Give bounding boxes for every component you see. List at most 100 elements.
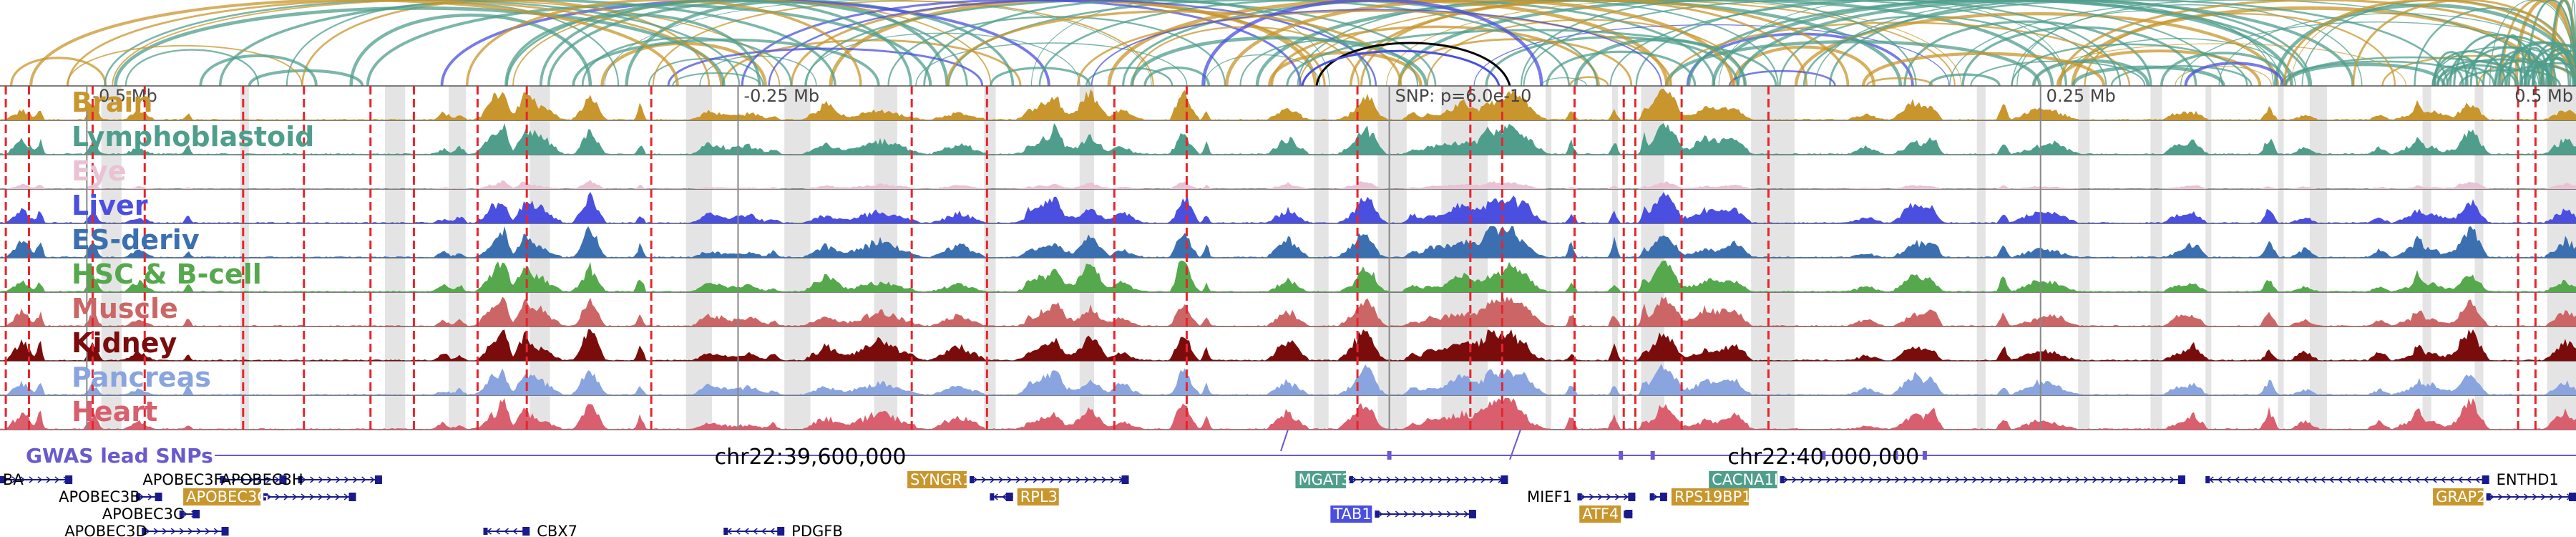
loop-arc: [66, 44, 303, 87]
strand-arrow: [1352, 476, 1357, 483]
axis-tick-label: -0.25 Mb: [743, 86, 819, 106]
strand-arrow: [2432, 476, 2437, 483]
loop-arc-highlight: [1301, 49, 1501, 87]
loop-arc: [2175, 66, 2272, 87]
exon: [1375, 511, 1380, 518]
loop-arc: [2031, 59, 2150, 87]
track-signal-es-deriv: [0, 226, 2576, 258]
strand-arrow: [1429, 511, 1435, 518]
exon: [483, 528, 488, 535]
strand-arrow: [1093, 476, 1098, 483]
gene-apobec3c: APOBEC3C: [102, 505, 200, 523]
strand-arrow: [2075, 476, 2080, 483]
strand-arrow: [3, 476, 9, 483]
strand-arrow: [29, 476, 34, 483]
strand-arrow: [147, 493, 153, 500]
strand-arrow: [1463, 476, 1469, 483]
strand-arrow: [335, 493, 341, 500]
loop-arc: [2434, 51, 2469, 87]
exon: [155, 493, 162, 501]
exon: [1577, 493, 1582, 500]
strand-arrow: [2067, 476, 2072, 483]
exon: [1501, 475, 1508, 484]
strand-arrow: [744, 528, 749, 535]
loop-arc: [2501, 64, 2576, 87]
strand-arrow: [182, 511, 187, 518]
strand-arrow: [1589, 493, 1594, 500]
strand-arrow: [205, 528, 210, 535]
loop-arc: [581, 37, 793, 87]
gene-name: APOBEC3D: [64, 523, 147, 537]
strand-arrow: [1412, 476, 1418, 483]
strand-arrow: [20, 476, 26, 483]
exon: [1348, 476, 1353, 483]
loop-arc: [1286, 29, 1777, 87]
gene-rpl3: RPL3: [990, 488, 1059, 505]
strand-arrow: [512, 528, 517, 535]
loop-arc: [248, 69, 364, 87]
strand-arrow: [1878, 476, 1883, 483]
gene-name: CACNA1I: [1712, 471, 1778, 488]
exon: [1780, 476, 1785, 483]
track-label-heart: Heart: [72, 396, 157, 427]
axis-tick-label: -0.5 Mb: [92, 86, 157, 106]
gene-ba: BA: [0, 471, 73, 488]
strand-arrow: [2243, 476, 2248, 483]
track-signal-hsc-b-cell: [0, 261, 2576, 292]
strand-arrow: [2312, 476, 2317, 483]
track-signal-area: [0, 295, 2576, 326]
strand-arrow: [1946, 476, 1951, 483]
strand-arrow: [1369, 476, 1375, 483]
gene-grap2: GRAP2: [2433, 488, 2576, 505]
track-signal-muscle: [0, 295, 2576, 326]
loop-arc: [1664, 40, 2041, 87]
exon: [192, 510, 200, 518]
strand-arrow: [2507, 493, 2512, 500]
track-signal-area: [0, 192, 2576, 223]
strand-arrow: [2295, 476, 2300, 483]
exon: [0, 476, 4, 483]
loop-arc: [349, 14, 592, 87]
strand-arrow: [231, 476, 237, 483]
loop-arc: [1076, 9, 1672, 87]
strand-arrow: [1472, 476, 1478, 483]
strand-arrow: [1895, 476, 1900, 483]
strand-arrow: [139, 493, 145, 500]
gene-name: APOBEC3B: [59, 488, 140, 505]
strand-arrow: [54, 476, 60, 483]
strand-arrow: [1792, 476, 1797, 483]
gene-label-highlight: [907, 471, 967, 488]
strand-arrow: [1041, 476, 1047, 483]
track-signal-area: [0, 89, 2576, 120]
track-signal-area: [0, 398, 2576, 430]
strand-arrow: [487, 528, 492, 535]
strand-arrow: [1989, 476, 1994, 483]
gene-name: MGAT3: [1298, 471, 1350, 488]
gene-name: RPS19BP1: [1674, 488, 1752, 505]
strand-arrow: [240, 476, 245, 483]
gwas-label: GWAS lead SNPs: [26, 444, 213, 468]
loop-arc: [1736, 0, 2355, 87]
strand-arrow: [2161, 476, 2166, 483]
strand-arrow: [1101, 476, 1107, 483]
strand-arrow: [1818, 476, 1823, 483]
exon: [65, 475, 73, 484]
loop-arc: [1224, 0, 1735, 87]
strand-arrow: [1606, 493, 1611, 500]
loop-arc-highlight: [1315, 42, 1511, 87]
strand-arrow: [2170, 476, 2175, 483]
strand-arrow: [1912, 476, 1917, 483]
strand-arrow: [283, 493, 289, 500]
gene-name: MIEF1: [1527, 488, 1572, 505]
track-label-brain: Brain: [72, 87, 152, 118]
gene-name: BA: [3, 471, 24, 488]
strand-arrow: [266, 493, 272, 500]
exon: [1649, 493, 1654, 500]
axis-tick-label: SNP: p=6.0e-10: [1395, 86, 1532, 106]
exon: [374, 475, 382, 484]
strand-arrow: [153, 528, 159, 535]
gene-mgat3: MGAT3: [1295, 471, 1508, 488]
gene-mief1: MIEF1: [1527, 488, 1636, 505]
